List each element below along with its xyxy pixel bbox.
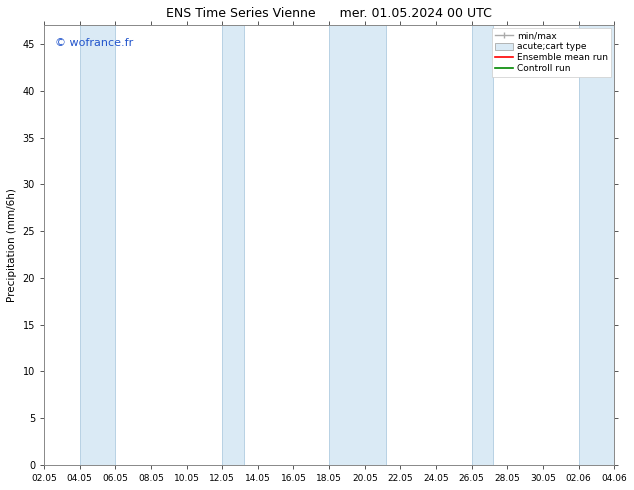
Bar	[80, 25, 115, 465]
Text: © wofrance.fr: © wofrance.fr	[55, 39, 134, 49]
Bar	[329, 25, 386, 465]
Bar	[222, 25, 243, 465]
Bar	[472, 25, 493, 465]
Title: ENS Time Series Vienne      mer. 01.05.2024 00 UTC: ENS Time Series Vienne mer. 01.05.2024 0…	[166, 7, 492, 20]
Legend: min/max, acute;cart type, Ensemble mean run, Controll run: min/max, acute;cart type, Ensemble mean …	[491, 28, 611, 76]
Y-axis label: Precipitation (mm/6h): Precipitation (mm/6h)	[7, 188, 17, 302]
Bar	[579, 25, 614, 465]
